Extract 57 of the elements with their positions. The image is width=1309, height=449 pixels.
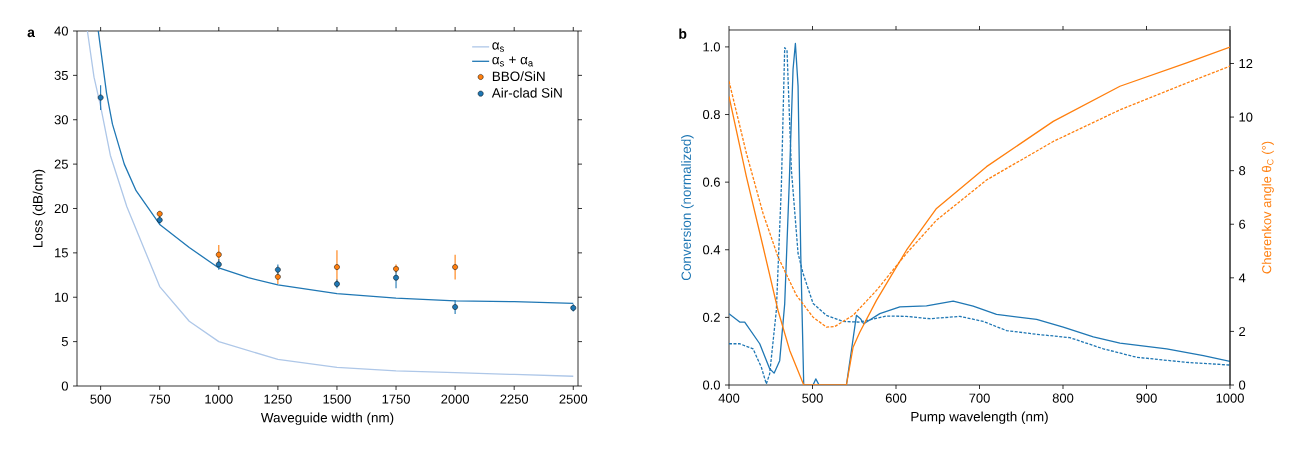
x-tick-label: 800 <box>1052 393 1074 403</box>
x-axis-title: Waveguide width (nm) <box>260 412 394 426</box>
y2-tick-label: 4 <box>1238 273 1246 283</box>
x-tick-label: 500 <box>802 393 823 403</box>
y-tick-label: 30 <box>54 115 68 125</box>
x-tick-label: 600 <box>885 393 907 403</box>
point <box>334 264 340 270</box>
legend-label: Air-clad SiN <box>491 87 562 98</box>
y-tick-label: 0.2 <box>702 312 720 322</box>
y-tick-label: 20 <box>54 203 68 214</box>
y2-tick-label: 2 <box>1239 326 1246 336</box>
point <box>97 94 104 101</box>
chart-title: b <box>679 28 687 39</box>
x-tick-label: 1250 <box>264 394 292 404</box>
point <box>215 251 222 258</box>
line-series <box>86 31 574 377</box>
chart-title: a <box>27 29 35 38</box>
x-tick-label: 2500 <box>559 394 588 404</box>
y-tick-label: 1.0 <box>703 42 720 52</box>
x-tick-label: 1000 <box>1216 393 1244 403</box>
point <box>452 264 458 270</box>
x-axis-title: Pump wavelength (nm) <box>911 411 1048 425</box>
legend-label: α$_{s}$ <box>492 42 504 52</box>
y-tick-label: 40 <box>54 26 68 36</box>
y-tick-label: 5 <box>61 337 68 347</box>
x-tick-label: 1500 <box>323 394 351 404</box>
x-tick-label: 500 <box>90 394 111 404</box>
point <box>275 273 281 280</box>
x-tick-label: 700 <box>969 393 990 403</box>
x-tick-label: 2000 <box>441 394 470 404</box>
legend-label: α$_{s}$ + α$_{a}$ <box>492 56 534 67</box>
y2-tick-label: 12 <box>1239 58 1253 69</box>
y-tick-label: 0.8 <box>702 109 720 120</box>
y-axis-title: Loss (dB/cm) <box>32 169 46 247</box>
point <box>393 274 399 281</box>
y2-tick-label: 0 <box>1239 380 1246 390</box>
x-tick-label: 400 <box>718 393 740 403</box>
legend-label: BBO/SiN <box>492 71 545 81</box>
y-tick-label: 0.6 <box>702 177 720 187</box>
y2-axis-title: Cherenkov angle θ$_{C}$ (°) <box>1261 141 1274 274</box>
x-tick-label: 1750 <box>382 394 410 404</box>
y-tick-label: 10 <box>55 292 68 302</box>
point <box>452 304 458 310</box>
y2-tick-label: 10 <box>1239 112 1253 122</box>
y-tick-label: 0.4 <box>702 245 721 255</box>
x-tick-label: 900 <box>1136 393 1157 403</box>
x-tick-label: 1000 <box>205 394 233 404</box>
y-tick-label: 15 <box>55 248 68 258</box>
x-tick-label: 750 <box>149 394 171 404</box>
x-tick-label: 2250 <box>500 394 529 404</box>
y2-tick-label: 6 <box>1239 219 1246 229</box>
y-tick-label: 25 <box>54 159 68 169</box>
y-tick-label: 0.0 <box>702 380 720 390</box>
y-axis-title: Conversion (normalized) <box>681 135 694 281</box>
y2-tick-label: 8 <box>1239 166 1246 176</box>
y-tick-label: 0 <box>61 381 68 391</box>
y-tick-label: 35 <box>54 70 68 80</box>
